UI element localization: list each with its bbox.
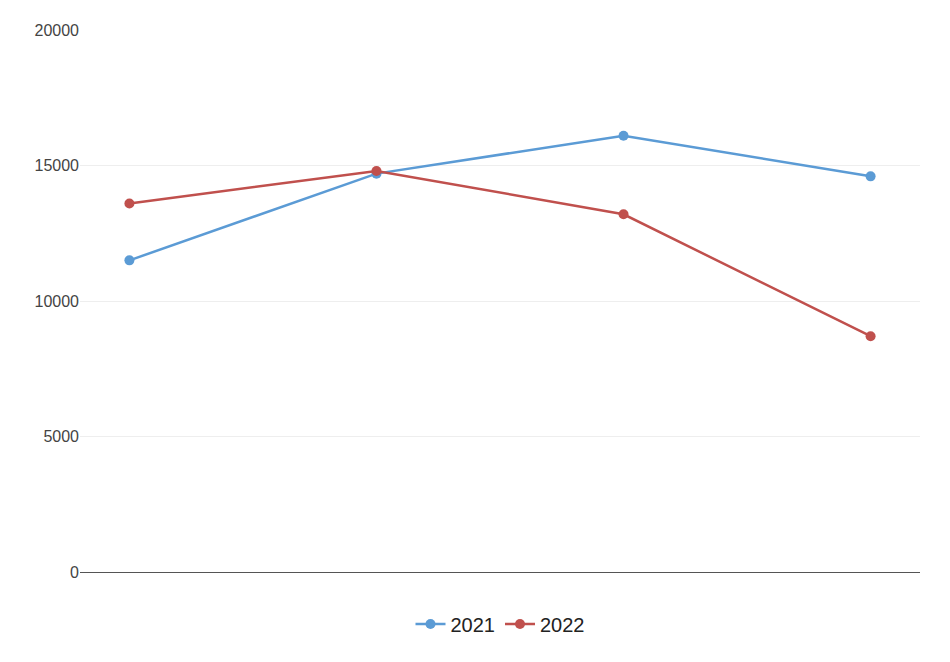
svg-text:2021: 2021 xyxy=(451,614,496,636)
svg-text:15000: 15000 xyxy=(35,157,80,174)
svg-text:0: 0 xyxy=(70,564,79,581)
svg-text:2022: 2022 xyxy=(540,614,585,636)
svg-text:5000: 5000 xyxy=(43,428,79,445)
svg-text:20000: 20000 xyxy=(35,22,80,39)
svg-text:10000: 10000 xyxy=(35,293,80,310)
